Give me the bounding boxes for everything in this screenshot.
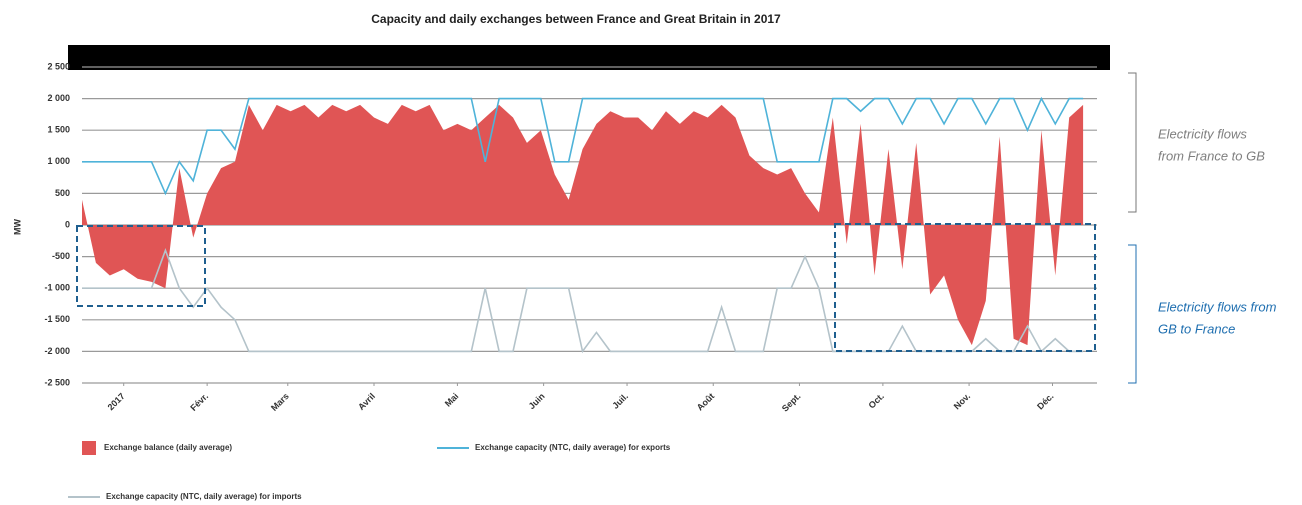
annotation: GB to France [1158, 321, 1235, 336]
y-tick-label: -2 000 [44, 346, 70, 356]
annotation: from France to GB [1158, 148, 1265, 163]
highlight-box [76, 225, 206, 307]
x-tick-label: Sept. [780, 391, 803, 414]
redaction-bar [68, 45, 1110, 70]
x-tick-label: Juil. [610, 391, 630, 411]
y-tick-label: -1 000 [44, 283, 70, 293]
x-tick-label: Nov. [952, 391, 972, 411]
y-tick-label: -500 [52, 251, 70, 261]
legend-label: Exchange capacity (NTC, daily average) f… [106, 492, 302, 501]
x-tick-label: Avril [356, 391, 377, 412]
plot-area [82, 66, 1097, 384]
x-tick-label: Févr. [188, 391, 210, 413]
x-tick-label: Juin [527, 391, 547, 411]
y-tick-label: -1 500 [44, 314, 70, 324]
annotation: Electricity flows from [1158, 299, 1277, 314]
x-tick-label: Oct. [867, 391, 886, 410]
y-tick-label: -2 500 [44, 377, 70, 387]
y-tick-label: 0 [65, 219, 70, 229]
legend-swatch [82, 441, 96, 455]
x-tick-label: Mars [269, 391, 291, 413]
annotation: Electricity flows [1158, 126, 1247, 141]
legend-label: Exchange capacity (NTC, daily average) f… [475, 443, 671, 452]
brace [1128, 72, 1137, 213]
chart-title: Capacity and daily exchanges between Fra… [371, 12, 781, 26]
x-tick-label: Déc. [1035, 391, 1056, 412]
y-tick-label: 2 000 [47, 93, 70, 103]
balance-area [82, 104, 1084, 346]
highlight-box [834, 223, 1096, 352]
y-tick-label: 500 [55, 188, 70, 198]
legend-label: Exchange balance (daily average) [104, 443, 232, 452]
y-tick-label: 2 500 [47, 61, 70, 71]
y-axis-label: MW [12, 219, 22, 235]
brace [1128, 244, 1137, 384]
y-tick-label: 1 500 [47, 125, 70, 135]
capacity-line [82, 96, 1084, 196]
x-tick-label: Mai [443, 391, 461, 409]
y-tick-label: 1 000 [47, 156, 70, 166]
x-tick-label: 2017 [106, 391, 127, 412]
x-tick-label: Août [695, 391, 717, 413]
